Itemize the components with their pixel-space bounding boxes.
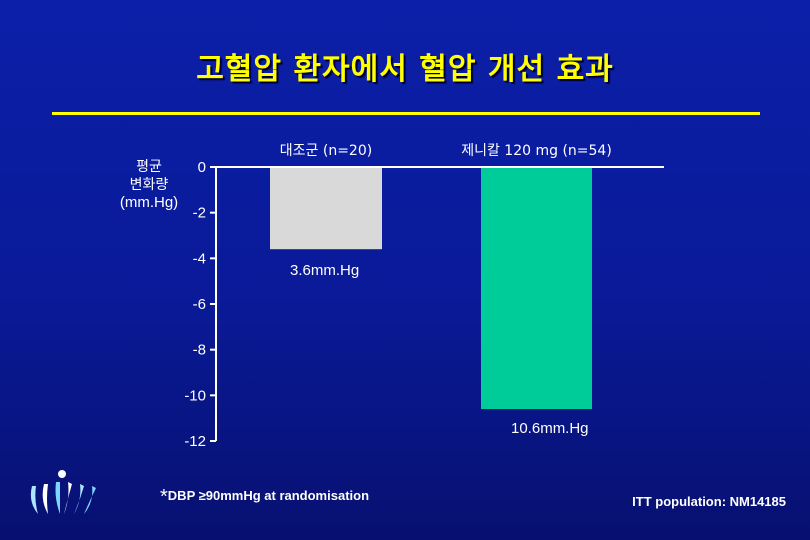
category-label-2: 제니칼 120 mg (n=54) [461, 143, 612, 159]
bar-2 [481, 167, 592, 410]
y-tick-label-7: -12 [184, 433, 206, 450]
y-axis-label: 평균 변화량 (mm.Hg) [112, 158, 186, 212]
chart-title: 고혈압 환자에서 혈압 개선 효과 [196, 52, 614, 87]
y-tick-label-5: -8 [193, 342, 206, 359]
y-tick-label-3: -4 [193, 250, 206, 267]
y-axis-label-line-3: (mm.Hg) [119, 194, 179, 211]
footnote: *DBP ≥90mmHg at randomisation [160, 486, 369, 509]
y-tick-label-4: -6 [193, 296, 206, 313]
bar-1 [270, 167, 382, 250]
value-label-2: 10.6mm.Hg [511, 420, 589, 437]
footnote-star: * [160, 486, 168, 508]
y-axis-label-line-1: 평균 [136, 159, 162, 175]
y-tick-label-2: -2 [193, 205, 206, 222]
y-axis-label-line-2: 변화량 [129, 177, 169, 193]
value-label-1: 3.6mm.Hg [290, 262, 359, 279]
population-note: ITT population: NM14185 [632, 494, 786, 509]
leaf-sprout-logo-icon [30, 470, 96, 514]
title-underline [52, 112, 760, 115]
category-label-1: 대조군 (n=20) [280, 143, 372, 159]
y-tick-label-6: -10 [184, 387, 206, 404]
y-tick-label-1: 0 [198, 159, 206, 176]
footnote-text: DBP ≥90mmHg at randomisation [167, 488, 370, 503]
